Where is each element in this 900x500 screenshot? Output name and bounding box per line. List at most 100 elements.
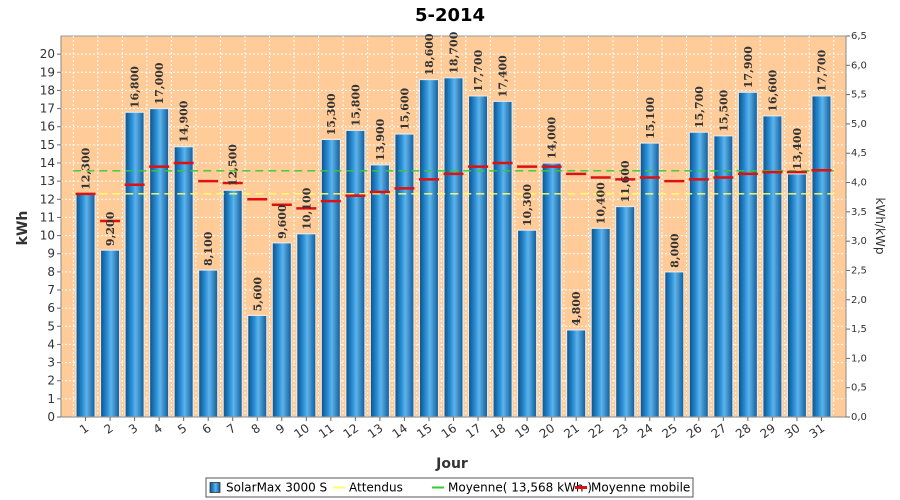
bar-value-label: 8,100 — [202, 231, 215, 266]
bar — [320, 138, 342, 418]
legend-box — [205, 477, 694, 498]
y2-tick-label: 3,5 — [851, 207, 867, 218]
bar — [222, 189, 243, 418]
x-tick-label: 6 — [200, 421, 214, 437]
bar-value-label: 18,600 — [423, 33, 436, 75]
x-axis-title: Jour — [435, 456, 468, 472]
y-tick-label: 1 — [47, 392, 55, 406]
bar-value-label: 16,800 — [129, 66, 142, 108]
legend-label: Moyenne( 13,568 kWh ) — [448, 481, 592, 495]
x-tick-label: 16 — [439, 421, 460, 441]
x-tick-label: 2 — [101, 421, 115, 437]
x-tick-label: 28 — [733, 421, 754, 441]
bar — [590, 227, 611, 418]
plot-area: 012345678910111213141516171819200,00,51,… — [40, 31, 867, 441]
x-tick-label: 7 — [224, 421, 238, 437]
y-tick-label: 2 — [47, 374, 55, 388]
bar — [369, 164, 391, 418]
bar — [394, 133, 415, 418]
x-tick-label: 17 — [463, 421, 484, 441]
x-tick-label: 1 — [77, 421, 91, 437]
x-tick-label: 10 — [291, 421, 312, 441]
y2-tick-label: 5,0 — [851, 119, 867, 130]
bar — [516, 229, 538, 418]
x-tick-label: 8 — [249, 421, 263, 437]
chart-title: 5-2014 — [415, 5, 485, 26]
y-tick-label: 9 — [47, 247, 55, 261]
y2-axis-title: kWh/kWp — [873, 198, 887, 255]
bar — [345, 129, 366, 418]
y2-tick-label: 4,0 — [851, 178, 867, 189]
y-tick-label: 3 — [47, 356, 55, 370]
bar — [148, 107, 170, 418]
x-tick-label: 27 — [709, 421, 730, 441]
y-tick-label: 11 — [40, 210, 55, 224]
y-tick-label: 20 — [40, 47, 55, 61]
bar — [418, 78, 440, 418]
bar — [615, 205, 636, 418]
y-tick-label: 4 — [47, 337, 55, 351]
bar-value-label: 17,000 — [153, 62, 166, 104]
bar-value-label: 12,500 — [227, 144, 240, 186]
bar — [786, 173, 808, 418]
bar-value-label: 4,800 — [570, 291, 583, 326]
bar — [198, 269, 219, 418]
bar-value-label: 15,600 — [398, 88, 411, 130]
bar — [688, 131, 709, 418]
x-tick-label: 20 — [537, 421, 558, 441]
bar-value-label: 17,700 — [815, 49, 828, 91]
bar — [124, 111, 145, 418]
y-axis-title: kWh — [15, 211, 31, 246]
legend-label: Attendus — [349, 481, 403, 495]
bar — [565, 329, 587, 418]
y2-tick-label: 2,0 — [851, 295, 867, 306]
y2-tick-label: 3,0 — [851, 236, 867, 247]
bar-value-label: 5,600 — [251, 277, 264, 312]
bar — [492, 100, 513, 418]
x-tick-label: 4 — [151, 421, 165, 437]
bar-value-label: 17,700 — [472, 49, 485, 91]
x-tick-label: 29 — [758, 421, 779, 441]
y2-tick-label: 1,0 — [851, 353, 867, 364]
y-tick-label: 15 — [40, 138, 55, 152]
x-tick-label: 23 — [610, 421, 631, 441]
y2-tick-label: 0,5 — [851, 383, 867, 394]
bar — [99, 249, 121, 418]
bar-value-label: 17,400 — [497, 55, 510, 97]
legend-swatch-bar — [209, 482, 221, 493]
x-tick-label: 19 — [512, 421, 533, 441]
bar-value-label: 14,900 — [178, 100, 191, 142]
x-tick-label: 26 — [684, 421, 705, 441]
bar-value-label: 15,500 — [717, 89, 730, 131]
bar-value-label: 9,600 — [276, 204, 289, 239]
x-tick-label: 31 — [807, 421, 828, 441]
bar-value-label: 12,300 — [80, 147, 93, 189]
y-tick-label: 8 — [47, 265, 55, 279]
bar-value-label: 14,000 — [546, 117, 559, 159]
bar — [811, 95, 832, 418]
bar — [443, 77, 464, 418]
bar — [762, 115, 783, 418]
bar-value-label: 9,200 — [104, 211, 117, 246]
bar-value-label: 15,800 — [349, 84, 362, 126]
bar — [467, 95, 489, 418]
legend: SolarMax 3000 S Attendus Moyenne( 13,568 k… — [205, 477, 694, 498]
y-tick-label: 5 — [47, 319, 55, 333]
y-tick-label: 13 — [40, 174, 55, 188]
x-tick-label: 24 — [635, 421, 656, 441]
x-tick-label: 14 — [390, 421, 411, 441]
y-tick-label: 0 — [47, 410, 55, 424]
bar — [271, 242, 292, 418]
x-tick-label: 5 — [175, 421, 189, 437]
bar-value-label: 15,700 — [693, 86, 706, 128]
bar — [639, 142, 660, 418]
y-tick-label: 18 — [40, 83, 55, 97]
bar — [247, 314, 268, 418]
x-tick-label: 22 — [586, 421, 607, 441]
x-tick-label: 3 — [126, 421, 140, 437]
y-tick-label: 6 — [47, 301, 55, 315]
y2-tick-label: 2,5 — [851, 265, 867, 276]
x-tick-label: 15 — [414, 421, 435, 441]
